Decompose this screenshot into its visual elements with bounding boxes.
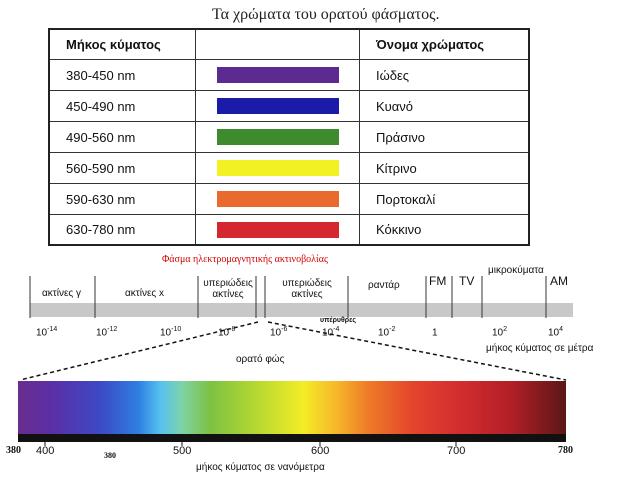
visible-light-label: ορατό φώς	[236, 354, 285, 365]
nm-axis-title: μήκος κύματος σε νανόμετρα	[196, 462, 325, 473]
color-swatch	[216, 98, 339, 114]
wavelength-tick: 10-6	[270, 326, 288, 339]
band-label-ir: υπεριώδεις ακτίνες	[282, 278, 332, 300]
wavelength-tick: 104	[548, 326, 564, 339]
band-label-uv: υπεριώδεις ακτίνες	[203, 278, 253, 300]
table-header-row: Μήκος κύματος Όνομα χρώματος	[50, 30, 528, 60]
band-label-gamma: ακτίνες γ	[42, 288, 82, 299]
nm-axis-bar	[18, 434, 566, 442]
header-swatch	[196, 30, 360, 59]
color-swatch	[216, 67, 339, 83]
band-label-tv: TV	[459, 274, 475, 288]
color-name: Κίτρινο	[376, 160, 417, 176]
nm-tick-label: 500	[173, 445, 192, 457]
table-row: 490-560 nm Πράσινο	[50, 122, 528, 153]
nm-tick-label: 780	[558, 445, 573, 456]
visible-projection-left	[19, 321, 259, 381]
nm-tick-label: 600	[311, 445, 330, 457]
color-name: Ιώδες	[376, 67, 410, 83]
band-label-xray: ακτίνες x	[125, 288, 165, 299]
visible-spectrum-bar	[18, 381, 566, 434]
color-swatch-cell	[196, 184, 360, 214]
color-swatch-cell	[196, 153, 360, 183]
table-row: 450-490 nm Κυανό	[50, 91, 528, 122]
em-axis-title: μήκος κύματος σε μέτρα	[486, 343, 594, 354]
header-color-name: Όνομα χρώματος	[376, 37, 485, 52]
color-name: Πορτοκαλί	[376, 191, 436, 207]
wavelength-tick: 10-8	[218, 326, 236, 339]
nm-tick-label: 380	[6, 445, 21, 456]
color-swatch	[216, 191, 339, 207]
wavelength-range: 450-490 nm	[50, 91, 196, 121]
color-table: Μήκος κύματος Όνομα χρώματος 380-450 nm …	[48, 28, 530, 246]
color-name: Πράσινο	[376, 129, 425, 145]
header-wavelength: Μήκος κύματος	[50, 30, 196, 59]
nm-extra-label: 380	[104, 451, 116, 460]
wavelength-tick: 10-4	[322, 326, 340, 339]
page-title: Τα χρώματα του ορατού φάσματος.	[212, 6, 440, 23]
wavelength-range: 490-560 nm	[50, 122, 196, 152]
table-row: 380-450 nm Ιώδες	[50, 60, 528, 91]
wavelength-tick: 102	[492, 326, 508, 339]
table-row: 560-590 nm Κίτρινο	[50, 153, 528, 184]
color-swatch-cell	[196, 91, 360, 121]
band-label-fm: FM	[429, 274, 447, 288]
wavelength-range: 380-450 nm	[50, 60, 196, 90]
color-swatch-cell	[196, 60, 360, 90]
wavelength-tick: 10-12	[96, 326, 118, 339]
wavelength-tick: 1	[432, 327, 438, 339]
infrared-note: υπέρυθρες	[320, 317, 357, 324]
band-label-am: AM	[550, 274, 568, 288]
wavelength-range: 630-780 nm	[50, 215, 196, 244]
wavelength-tick: 10-10	[160, 326, 182, 339]
em-band-bar	[30, 303, 573, 317]
nm-tick-label: 400	[36, 445, 55, 457]
band-label-microwave: μικροκύματα	[488, 265, 544, 276]
color-name: Κόκκινο	[376, 222, 422, 237]
wavelength-tick: 10-14	[36, 326, 58, 339]
color-swatch	[216, 160, 339, 176]
color-swatch-cell	[196, 215, 360, 244]
wavelength-tick: 10-2	[378, 326, 396, 339]
color-swatch	[216, 221, 339, 238]
band-label-radar: ραντάρ	[368, 280, 400, 291]
nm-tick-label: 700	[447, 445, 466, 457]
table-row: 590-630 nm Πορτοκαλί	[50, 184, 528, 215]
table-row: 630-780 nm Κόκκινο	[50, 215, 528, 244]
color-name: Κυανό	[376, 98, 414, 114]
wavelength-range: 560-590 nm	[50, 153, 196, 183]
color-swatch	[216, 129, 339, 145]
wavelength-range: 590-630 nm	[50, 184, 196, 214]
em-spectrum-title: Φάσμα ηλεκτρομαγνητικής ακτινοβολίας	[162, 254, 328, 265]
color-swatch-cell	[196, 122, 360, 152]
visible-projection-right	[267, 321, 567, 381]
